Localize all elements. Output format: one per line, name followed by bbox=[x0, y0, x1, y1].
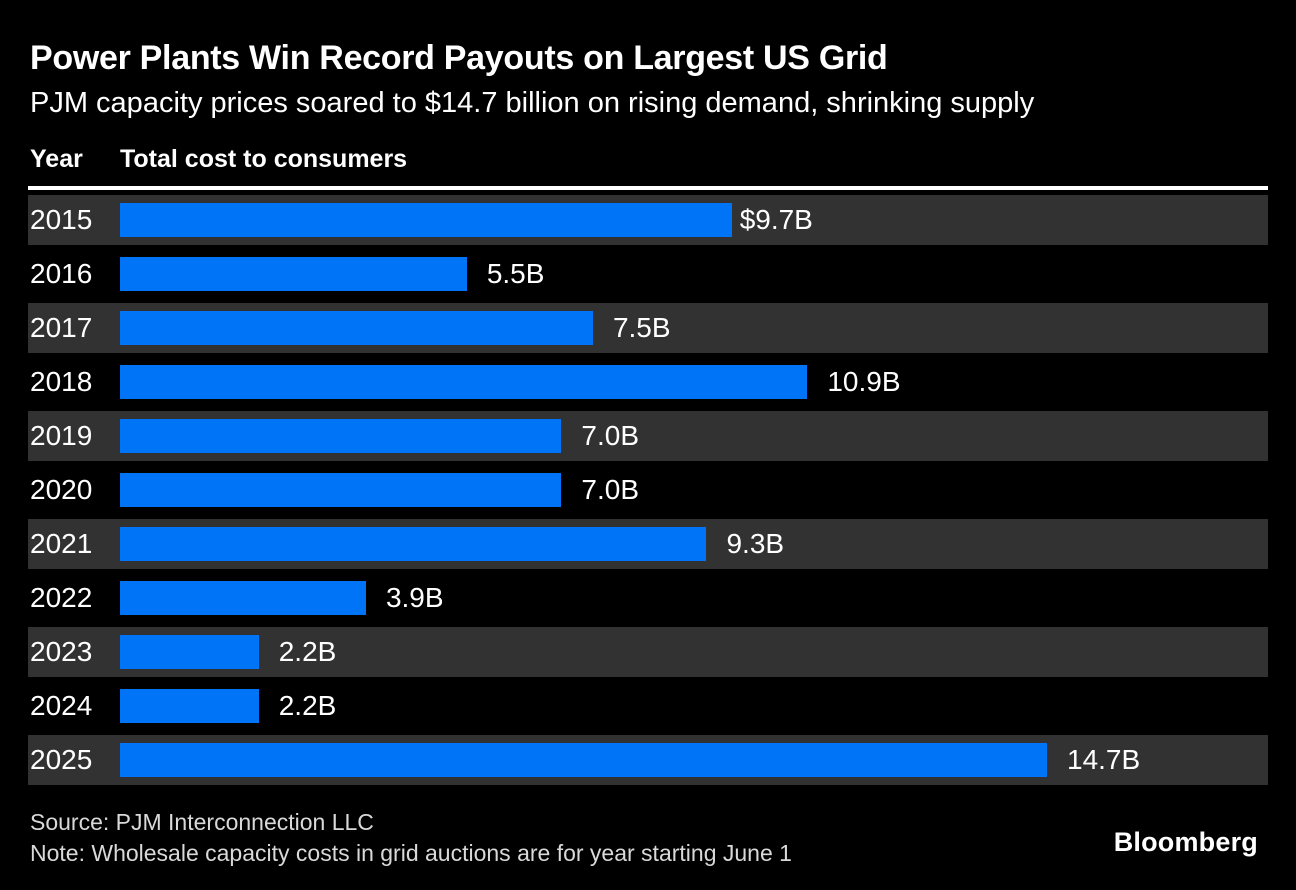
bar-chart-rows: 2015 $9.7B 2016 5.5B 2017 7.5B 2018 10.9B 2019 7.… bbox=[28, 195, 1268, 785]
chart-row: 2016 5.5B bbox=[28, 249, 1268, 299]
chart-row: 2023 2.2B bbox=[28, 627, 1268, 677]
row-year-label: 2018 bbox=[30, 366, 93, 397]
chart-subtitle: PJM capacity prices soared to $14.7 bill… bbox=[30, 87, 1035, 119]
value-bar bbox=[120, 311, 593, 345]
row-year-label: 2020 bbox=[30, 474, 93, 505]
bloomberg-logo: Bloomberg bbox=[1113, 827, 1258, 857]
column-headers: Year Total cost to consumers bbox=[28, 144, 1268, 174]
value-bar bbox=[120, 257, 467, 291]
chart-row: 2015 $9.7B bbox=[28, 195, 1268, 245]
source-text: Source: PJM Interconnection LLC bbox=[30, 809, 374, 835]
bar-track: 5.5B bbox=[120, 249, 1268, 299]
row-year-label: 2017 bbox=[30, 312, 93, 343]
bar-value-label: 14.7B bbox=[1067, 744, 1141, 775]
bar-track: 7.0B bbox=[120, 465, 1268, 515]
bar-track: 2.2B bbox=[120, 681, 1268, 731]
year-column-header: Year bbox=[30, 145, 83, 173]
bar-value-label: $9.7B bbox=[739, 204, 813, 235]
value-column-header: Total cost to consumers bbox=[120, 145, 408, 173]
header-rule bbox=[28, 186, 1268, 190]
bar-value-label: 2.2B bbox=[278, 690, 337, 721]
value-bar bbox=[120, 635, 259, 669]
value-bar bbox=[120, 581, 366, 615]
value-bar bbox=[120, 203, 732, 237]
chart-row: 2021 9.3B bbox=[28, 519, 1268, 569]
value-bar bbox=[120, 473, 562, 507]
bar-track: 9.3B bbox=[120, 519, 1268, 569]
bar-value-label: 9.3B bbox=[726, 528, 785, 559]
bar-value-label: 7.5B bbox=[612, 312, 671, 343]
chart-row: 2020 7.0B bbox=[28, 465, 1268, 515]
bar-track: 7.0B bbox=[120, 411, 1268, 461]
bar-value-label: 10.9B bbox=[827, 366, 901, 397]
bar-track: 2.2B bbox=[120, 627, 1268, 677]
row-year-label: 2021 bbox=[30, 528, 93, 559]
chart-row: 2018 10.9B bbox=[28, 357, 1268, 407]
value-bar bbox=[120, 527, 707, 561]
note-text: Note: Wholesale capacity costs in grid a… bbox=[30, 840, 792, 866]
chart-footer: Source: PJM Interconnection LLC Note: Wh… bbox=[30, 807, 1268, 869]
bar-value-label: 5.5B bbox=[486, 258, 545, 289]
row-year-label: 2015 bbox=[30, 204, 93, 235]
value-bar bbox=[120, 419, 562, 453]
bar-track: 3.9B bbox=[120, 573, 1268, 623]
row-year-label: 2019 bbox=[30, 420, 93, 451]
value-bar bbox=[120, 365, 808, 399]
bar-value-label: 2.2B bbox=[278, 636, 337, 667]
bar-value-label: 3.9B bbox=[385, 582, 444, 613]
chart-row: 2017 7.5B bbox=[28, 303, 1268, 353]
bar-track: 7.5B bbox=[120, 303, 1268, 353]
chart-row: 2025 14.7B bbox=[28, 735, 1268, 785]
chart-title: Power Plants Win Record Payouts on Large… bbox=[30, 39, 888, 77]
bar-track: 10.9B bbox=[120, 357, 1268, 407]
value-bar bbox=[120, 689, 259, 723]
bar-track: $9.7B bbox=[120, 195, 1268, 245]
row-year-label: 2025 bbox=[30, 744, 93, 775]
row-year-label: 2023 bbox=[30, 636, 93, 667]
row-year-label: 2022 bbox=[30, 582, 93, 613]
chart-row: 2019 7.0B bbox=[28, 411, 1268, 461]
row-year-label: 2016 bbox=[30, 258, 93, 289]
value-bar bbox=[120, 743, 1047, 777]
bar-value-label: 7.0B bbox=[581, 474, 640, 505]
chart-row: 2024 2.2B bbox=[28, 681, 1268, 731]
row-year-label: 2024 bbox=[30, 690, 93, 721]
chart-row: 2022 3.9B bbox=[28, 573, 1268, 623]
bar-track: 14.7B bbox=[120, 735, 1268, 785]
bar-value-label: 7.0B bbox=[581, 420, 640, 451]
